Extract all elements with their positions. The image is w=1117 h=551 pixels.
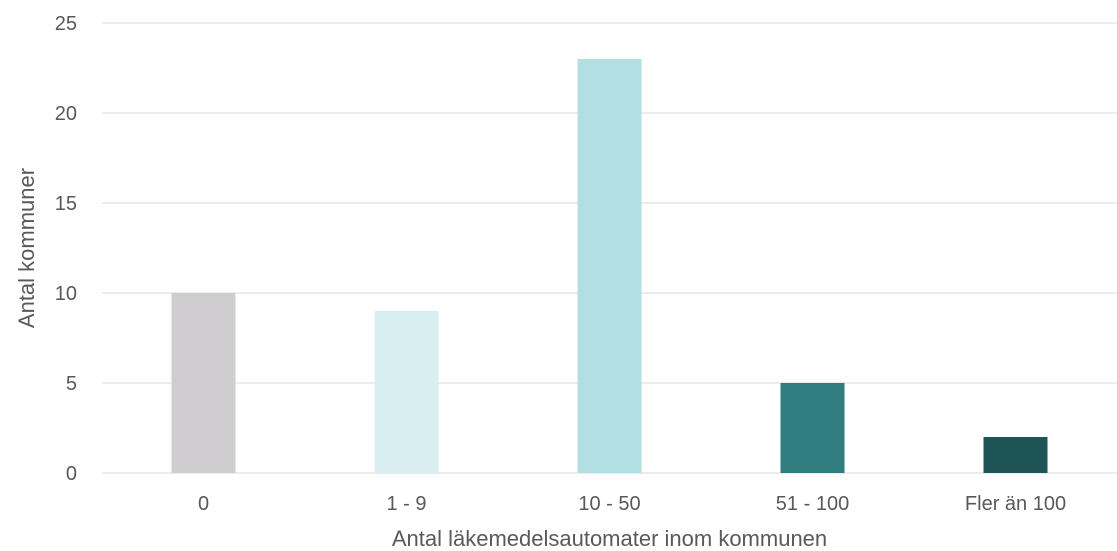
bar-4 bbox=[983, 437, 1048, 473]
x-tick-label: 51 - 100 bbox=[776, 493, 849, 515]
y-tick-label: 0 bbox=[66, 463, 77, 485]
bar-3 bbox=[780, 383, 845, 473]
y-tick-label: 25 bbox=[55, 13, 77, 35]
x-axis-label: Antal läkemedelsautomater inom kommunen bbox=[392, 526, 827, 551]
x-tick-label: 0 bbox=[198, 493, 209, 515]
y-tick-label: 10 bbox=[55, 283, 77, 305]
y-tick-label: 5 bbox=[66, 373, 77, 395]
bar-0 bbox=[171, 293, 236, 473]
bar-2 bbox=[577, 59, 642, 473]
y-axis-ticks: 0 5 10 15 20 25 bbox=[55, 13, 77, 485]
bar-1 bbox=[374, 311, 439, 473]
y-tick-label: 15 bbox=[55, 193, 77, 215]
x-tick-label: 10 - 50 bbox=[578, 493, 640, 515]
x-tick-label: Fler än 100 bbox=[965, 493, 1066, 515]
y-tick-label: 20 bbox=[55, 103, 77, 125]
x-axis-ticks: 0 1 - 9 10 - 50 51 - 100 Fler än 100 bbox=[198, 493, 1066, 515]
bars bbox=[171, 59, 1048, 473]
x-tick-label: 1 - 9 bbox=[386, 493, 426, 515]
y-axis-label: Antal kommuner bbox=[14, 168, 39, 328]
